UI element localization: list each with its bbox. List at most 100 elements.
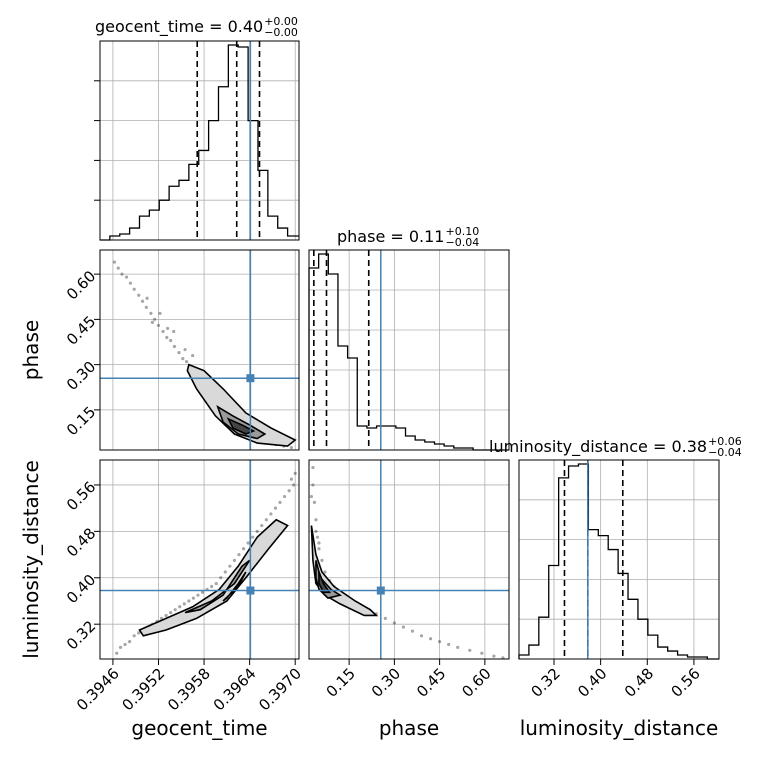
point-luminosity_distance_vs_phase-29 [314,529,318,533]
xtick-label-luminosity_distance-2: 0.48 [621,665,657,701]
point-luminosity_distance_vs_phase-30 [317,541,321,545]
contour-luminosity_distance_vs_phase-0 [310,525,379,617]
xtick-label-phase-3: 0.60 [458,665,494,701]
point-luminosity_distance_vs_geocent_time-41 [289,477,294,481]
point-phase_vs_geocent_time-6 [137,293,141,297]
point-phase_vs_geocent_time-17 [181,356,185,361]
point-luminosity_distance_vs_geocent_time-22 [214,581,218,586]
xtick-label-geocent_time-2: 0.3958 [164,665,214,715]
point-phase_vs_geocent_time-41 [145,296,149,300]
point-phase_vs_geocent_time-7 [140,299,145,303]
point-phase_vs_geocent_time-15 [172,344,177,349]
point-luminosity_distance_vs_geocent_time-3 [128,639,132,644]
ytick-label-phase-3: 0.60 [63,267,99,303]
point-luminosity_distance_vs_phase-16 [392,621,396,625]
point-luminosity_distance_vs_geocent_time-34 [269,512,273,516]
point-luminosity_distance_vs_phase-1 [311,483,315,487]
xtick-label-geocent_time-1: 0.3952 [119,665,169,715]
xtick-label-luminosity_distance-0: 0.32 [528,665,564,701]
point-luminosity_distance_vs_phase-6 [320,558,324,562]
hist-geocent_time-steps [100,44,299,241]
point-luminosity_distance_vs_geocent_time-12 [169,610,173,615]
xlabel-phase: phase [379,716,439,740]
point-luminosity_distance_vs_geocent_time-0 [115,651,119,655]
ytick-label-luminosity_distance-0: 0.32 [63,617,99,653]
point-luminosity_distance_vs_phase-22 [447,642,451,647]
point-luminosity_distance_vs_geocent_time-35 [273,506,278,510]
point-phase_vs_geocent_time-8 [144,305,148,309]
point-luminosity_distance_vs_phase-26 [492,654,496,658]
hist-luminosity_distance-frame [518,459,720,660]
point-luminosity_distance_vs_geocent_time-25 [228,564,232,568]
point-phase_vs_geocent_time-12 [161,329,165,334]
hist-luminosity_distance-steps [518,463,719,660]
point-luminosity_distance_vs_geocent_time-13 [173,608,177,612]
point-luminosity_distance_vs_geocent_time-40 [293,471,297,475]
point-phase_vs_geocent_time-10 [153,317,157,321]
point-phase_vs_geocent_time-1 [116,266,120,270]
point-luminosity_distance_vs_geocent_time-39 [292,483,296,487]
point-phase_vs_geocent_time-4 [128,281,132,285]
title-geocent_time-minus: −0.00 [264,26,298,39]
point-phase_vs_geocent_time-47 [150,320,155,324]
hist-geocent_time-frame [99,40,300,241]
hist-phase-steps [308,253,509,451]
point-luminosity_distance_vs_geocent_time-26 [232,558,237,562]
contour-phase_vs_geocent_time-2 [226,417,256,435]
point-luminosity_distance_vs_phase-19 [419,634,424,638]
point-luminosity_distance_vs_geocent_time-33 [264,518,268,522]
point-phase_vs_geocent_time-46 [191,353,195,358]
ytick-label-luminosity_distance-2: 0.48 [63,524,99,560]
point-luminosity_distance_vs_geocent_time-36 [278,500,282,504]
title-phase-plus: +0.10 [445,225,479,238]
point-phase_vs_geocent_time-43 [172,329,176,334]
point-luminosity_distance_vs_phase-17 [401,625,406,629]
point-luminosity_distance_vs_phase-25 [480,651,484,655]
point-luminosity_distance_vs_phase-15 [383,616,387,620]
title-geocent_time: geocent_time = 0.40 [95,17,263,37]
point-phase_vs_geocent_time-40 [289,445,294,450]
point-luminosity_distance_vs_phase-20 [428,637,433,641]
point-luminosity_distance_vs_phase-2 [312,500,317,504]
point-phase_vs_geocent_time-44 [165,326,170,331]
ytick-label-phase-2: 0.45 [63,312,99,348]
point-luminosity_distance_vs_geocent_time-11 [164,613,168,618]
point-phase_vs_geocent_time-18 [184,360,189,364]
point-luminosity_distance_vs_geocent_time-29 [246,541,250,545]
contour-luminosity_distance_vs_geocent_time-2 [222,571,247,602]
point-luminosity_distance_vs_geocent_time-14 [178,605,182,609]
point-luminosity_distance_vs_geocent_time-17 [191,596,196,600]
point-luminosity_distance_vs_phase-4 [315,535,320,539]
point-phase_vs_geocent_time-3 [124,275,129,279]
xlabel-luminosity_distance: luminosity_distance [520,716,719,740]
point-luminosity_distance_vs_geocent_time-31 [255,529,259,533]
hist-phase-frame [308,249,510,451]
point-phase_vs_geocent_time-13 [165,335,169,340]
point-phase_vs_geocent_time-42 [158,311,162,315]
ytick-label-phase-0: 0.15 [63,403,99,439]
panel-phase_vs_geocent_time-frame [99,249,300,451]
point-luminosity_distance_vs_geocent_time-2 [123,642,127,647]
panel-luminosity_distance_vs_geocent_time-frame [99,459,300,660]
xtick-label-luminosity_distance-1: 0.40 [574,665,610,701]
point-luminosity_distance_vs_phase-0 [311,465,315,470]
contour-phase_vs_geocent_time-0 [186,363,297,447]
point-luminosity_distance_vs_geocent_time-38 [287,489,291,493]
point-phase_vs_geocent_time-0 [112,260,117,264]
point-luminosity_distance_vs_geocent_time-37 [282,494,287,499]
point-phase_vs_geocent_time-45 [183,347,187,352]
xtick-label-luminosity_distance-3: 0.56 [667,665,703,701]
point-luminosity_distance_vs_phase-3 [314,518,318,522]
title-luminosity_distance: luminosity_distance = 0.38 [489,437,707,457]
point-luminosity_distance_vs_geocent_time-23 [219,576,223,580]
title-geocent_time-plus: +0.00 [264,15,298,28]
xtick-label-geocent_time-0: 0.3946 [73,665,123,715]
contour-luminosity_distance_vs_phase-2 [318,571,332,594]
xtick-label-geocent_time-4: 0.3970 [255,665,305,715]
point-luminosity_distance_vs_geocent_time-19 [200,590,205,594]
point-luminosity_distance_vs_geocent_time-4 [132,634,136,638]
point-luminosity_distance_vs_phase-5 [317,547,321,551]
truth-marker-phase_vs_geocent_time [246,374,255,383]
point-luminosity_distance_vs_phase-21 [438,639,442,644]
point-luminosity_distance_vs_geocent_time-16 [187,599,191,603]
